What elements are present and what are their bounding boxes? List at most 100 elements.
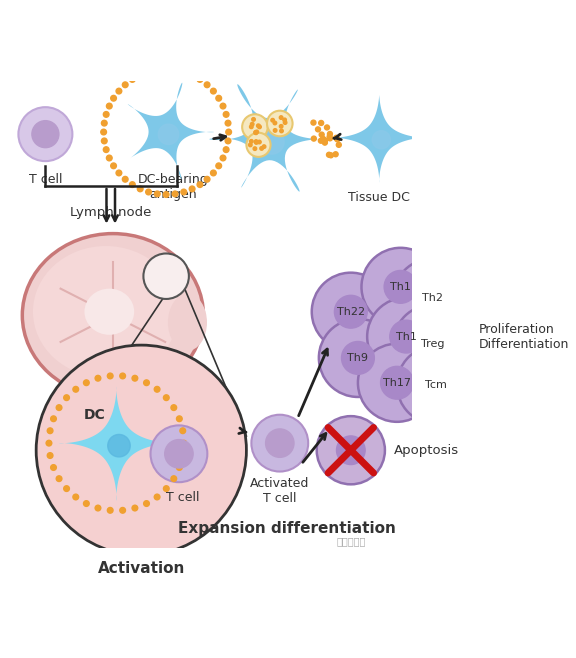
Circle shape xyxy=(132,505,138,511)
Circle shape xyxy=(273,121,276,125)
Circle shape xyxy=(317,416,385,484)
Circle shape xyxy=(51,465,56,470)
Circle shape xyxy=(95,505,101,511)
Circle shape xyxy=(122,82,128,88)
Circle shape xyxy=(47,428,53,434)
Polygon shape xyxy=(339,95,418,182)
Text: Th22: Th22 xyxy=(337,307,365,316)
Text: Tcm: Tcm xyxy=(425,380,447,390)
Circle shape xyxy=(335,137,340,142)
Circle shape xyxy=(154,386,160,392)
Circle shape xyxy=(116,170,122,176)
Circle shape xyxy=(197,182,203,188)
Circle shape xyxy=(172,191,178,197)
Text: Expansion differentiation: Expansion differentiation xyxy=(178,521,396,536)
Circle shape xyxy=(252,118,255,121)
Circle shape xyxy=(393,259,472,337)
Circle shape xyxy=(367,297,445,376)
Circle shape xyxy=(319,132,324,137)
Circle shape xyxy=(103,112,109,117)
Circle shape xyxy=(279,116,283,119)
Circle shape xyxy=(254,131,257,134)
Circle shape xyxy=(420,368,453,401)
Circle shape xyxy=(122,176,128,182)
Circle shape xyxy=(171,476,177,482)
Circle shape xyxy=(64,395,69,401)
Circle shape xyxy=(180,428,185,434)
Text: Th1: Th1 xyxy=(396,332,416,342)
Circle shape xyxy=(251,415,308,472)
Circle shape xyxy=(158,124,179,145)
Circle shape xyxy=(253,147,257,151)
Circle shape xyxy=(320,136,325,141)
Circle shape xyxy=(146,189,151,195)
Circle shape xyxy=(130,76,135,82)
Circle shape xyxy=(266,429,294,457)
Circle shape xyxy=(271,118,274,122)
Circle shape xyxy=(336,436,365,465)
Circle shape xyxy=(180,453,185,459)
Circle shape xyxy=(333,152,338,157)
Circle shape xyxy=(255,139,258,143)
Circle shape xyxy=(103,147,109,153)
Circle shape xyxy=(137,72,143,78)
Circle shape xyxy=(316,127,320,132)
Circle shape xyxy=(262,145,266,149)
Circle shape xyxy=(216,95,222,101)
Circle shape xyxy=(176,416,182,422)
Circle shape xyxy=(322,138,327,143)
Circle shape xyxy=(257,140,261,144)
Circle shape xyxy=(165,440,193,468)
Circle shape xyxy=(216,163,222,168)
Circle shape xyxy=(362,248,439,326)
Circle shape xyxy=(249,125,253,128)
Text: Proliferation
Differentiation: Proliferation Differentiation xyxy=(479,322,569,351)
Circle shape xyxy=(334,136,339,140)
Circle shape xyxy=(56,476,62,482)
Text: Activated
T cell: Activated T cell xyxy=(250,477,309,505)
Polygon shape xyxy=(209,84,320,191)
Circle shape xyxy=(274,129,277,132)
Circle shape xyxy=(164,395,169,401)
Circle shape xyxy=(46,440,52,446)
Circle shape xyxy=(101,129,107,135)
Circle shape xyxy=(372,131,391,149)
Ellipse shape xyxy=(168,294,207,351)
Circle shape xyxy=(327,152,331,157)
Circle shape xyxy=(108,434,130,457)
Circle shape xyxy=(130,182,135,188)
Circle shape xyxy=(260,147,263,150)
Text: DC: DC xyxy=(84,408,106,422)
Circle shape xyxy=(107,373,113,379)
Circle shape xyxy=(327,134,332,139)
Circle shape xyxy=(324,125,329,130)
Circle shape xyxy=(120,507,126,513)
Circle shape xyxy=(280,129,283,133)
Text: DC-bearing
antigen: DC-bearing antigen xyxy=(138,173,209,201)
Circle shape xyxy=(204,82,210,88)
Circle shape xyxy=(323,139,327,143)
Circle shape xyxy=(181,440,187,446)
Circle shape xyxy=(84,501,89,507)
Circle shape xyxy=(164,191,169,197)
Text: T cell: T cell xyxy=(166,491,199,504)
Circle shape xyxy=(225,120,231,126)
Text: Th17: Th17 xyxy=(383,378,411,388)
Circle shape xyxy=(211,88,216,94)
Ellipse shape xyxy=(85,289,134,335)
Circle shape xyxy=(220,103,226,109)
Circle shape xyxy=(247,133,271,157)
Circle shape xyxy=(319,138,323,143)
Circle shape xyxy=(107,155,112,161)
Circle shape xyxy=(328,136,332,141)
Circle shape xyxy=(226,129,232,135)
Circle shape xyxy=(190,186,195,191)
Circle shape xyxy=(181,189,187,195)
Circle shape xyxy=(381,367,414,399)
Circle shape xyxy=(164,486,169,492)
Circle shape xyxy=(220,155,226,161)
Text: Treg: Treg xyxy=(420,339,444,349)
Circle shape xyxy=(84,380,89,386)
Circle shape xyxy=(342,342,374,374)
Circle shape xyxy=(328,153,334,158)
